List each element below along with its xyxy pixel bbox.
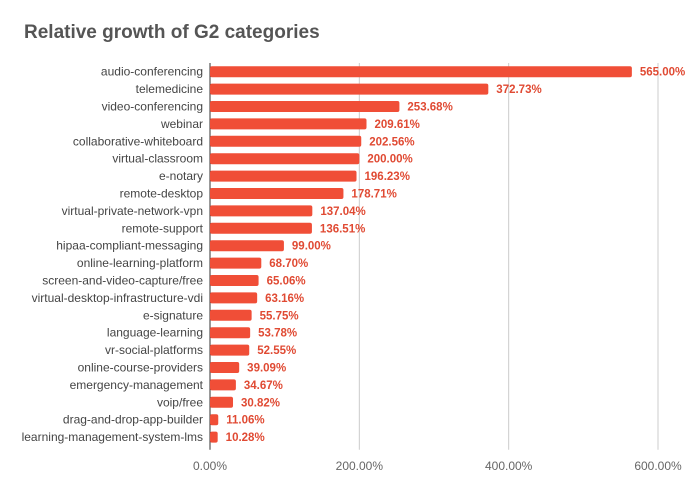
bar-layer	[210, 66, 632, 443]
category-label: e-notary	[159, 169, 203, 183]
chart-title: Relative growth of G2 categories	[24, 22, 320, 43]
category-label: online-learning-platform	[77, 256, 203, 270]
category-label: telemedicine	[136, 82, 204, 96]
x-tick-label: 200.00%	[336, 459, 384, 473]
category-label: voip/free	[157, 395, 203, 409]
bar	[210, 188, 344, 199]
bar	[210, 414, 219, 426]
data-label: 10.28%	[226, 432, 265, 444]
bar	[210, 222, 312, 234]
category-label: webinar	[160, 117, 203, 131]
data-label: 565.00%	[640, 67, 685, 79]
data-label: 30.82%	[241, 397, 280, 409]
category-label: virtual-classroom	[112, 152, 203, 166]
category-label: drag-and-drop-app-builder	[63, 413, 203, 427]
bar	[210, 66, 632, 78]
data-label: 200.00%	[367, 154, 412, 166]
x-tick-label: 0.00%	[193, 459, 227, 473]
bar	[210, 135, 362, 147]
bar	[210, 240, 284, 252]
data-label: 34.67%	[244, 380, 283, 392]
data-label: 196.23%	[365, 171, 410, 183]
bar	[210, 275, 259, 286]
data-label: 65.06%	[267, 276, 306, 288]
category-label: virtual-desktop-infrastructure-vdi	[32, 291, 203, 305]
data-label: 53.78%	[258, 328, 297, 340]
category-label: collaborative-whiteboard	[73, 134, 203, 148]
data-label: 99.00%	[292, 241, 331, 253]
category-label: vr-social-platforms	[105, 343, 203, 357]
bar	[210, 292, 258, 304]
bar	[210, 309, 252, 321]
data-label: 253.68%	[407, 102, 452, 114]
bar	[210, 101, 400, 112]
data-label: 202.56%	[369, 136, 414, 148]
data-label: 68.70%	[269, 258, 308, 270]
data-label: 136.51%	[320, 223, 365, 235]
bar	[210, 362, 240, 373]
data-label: 39.09%	[247, 363, 286, 375]
data-label: 11.06%	[226, 415, 264, 427]
data-label: 52.55%	[257, 345, 296, 357]
category-label: emergency-management	[70, 378, 204, 392]
bar	[210, 118, 367, 130]
bar	[210, 327, 251, 339]
category-label: virtual-private-network-vpn	[62, 204, 203, 218]
bar	[210, 170, 357, 182]
category-label: remote-desktop	[120, 187, 204, 201]
category-label: language-learning	[107, 326, 203, 340]
data-label: 209.61%	[375, 119, 420, 131]
bar	[210, 257, 262, 269]
data-label: 55.75%	[260, 310, 299, 322]
bar	[210, 153, 360, 165]
bar	[210, 83, 489, 95]
data-label: 63.16%	[265, 293, 304, 305]
category-label: audio-conferencing	[101, 65, 203, 79]
category-label: video-conferencing	[102, 100, 203, 114]
data-label: 178.71%	[351, 189, 396, 201]
label-layer: audio-conferencing 565.00% telemedicine 372…	[22, 65, 686, 444]
x-tick-label: 400.00%	[485, 459, 533, 473]
bar	[210, 396, 234, 408]
category-label: hipaa-compliant-messaging	[56, 239, 203, 253]
category-label: online-course-providers	[78, 361, 203, 375]
category-label: learning-management-system-lms	[22, 430, 203, 444]
bar	[210, 379, 236, 391]
bar	[210, 205, 313, 217]
tick-layer: 0.00% 200.00% 400.00% 600.00%	[193, 459, 682, 473]
category-label: e-signature	[143, 308, 203, 322]
bar	[210, 431, 218, 443]
bar	[210, 344, 250, 356]
data-label: 137.04%	[320, 206, 365, 218]
data-label: 372.73%	[496, 84, 541, 96]
category-label: remote-support	[122, 221, 204, 235]
category-label: screen-and-video-capture/free	[42, 274, 203, 288]
x-tick-label: 600.00%	[634, 459, 682, 473]
